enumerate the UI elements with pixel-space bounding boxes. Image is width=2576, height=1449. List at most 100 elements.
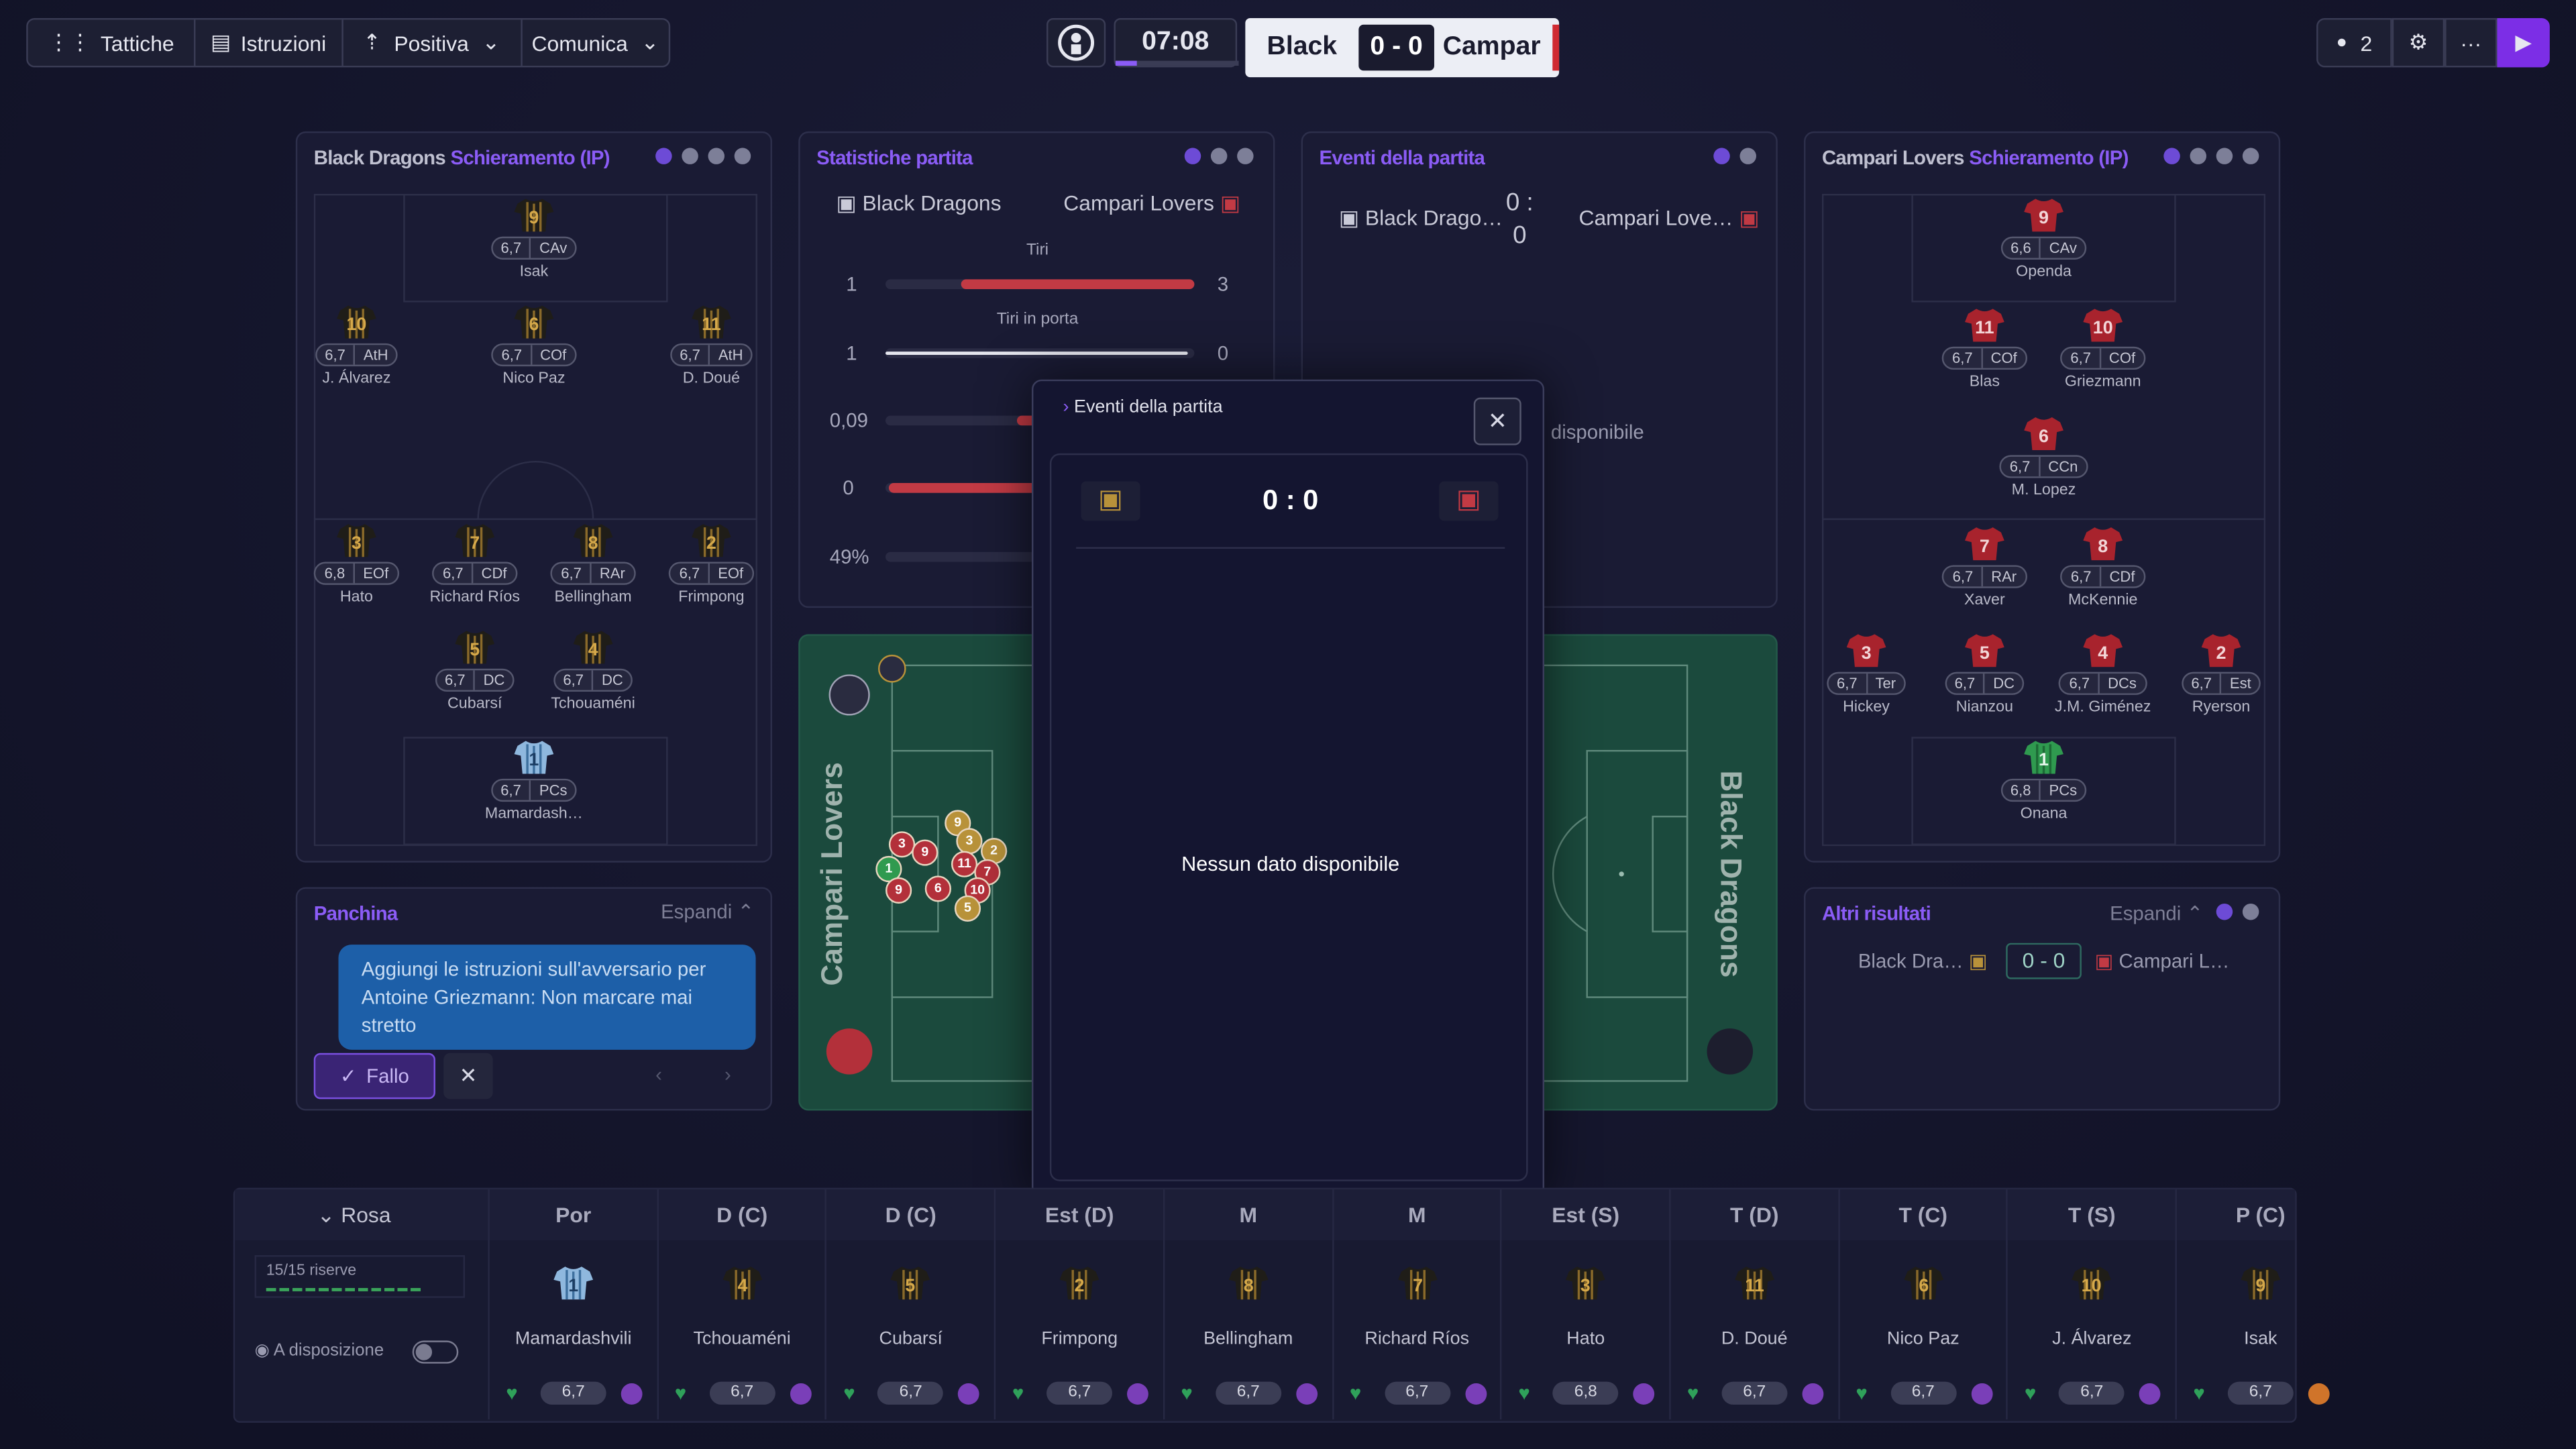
label: Espandi [2110,902,2182,925]
team-color [1552,24,1560,71]
player-marker: 9 [885,877,912,904]
label: Fallo [366,1064,409,1088]
events-dialog: › Eventi della partita ✕ ▣ 0 : 0 ▣ Nessu… [1031,379,1545,1199]
tactics-button[interactable]: ⋮⋮ Tattiche [28,19,196,66]
role: EOf [708,564,752,584]
player-marker: 6 [924,875,951,902]
shirt: 2 [692,524,731,557]
shirt-number: 7 [1980,536,1990,556]
rating: 6,7 [445,672,466,689]
dismiss-button[interactable]: ✕ [443,1053,493,1099]
rating-pill: 6,7 CDf [2061,565,2145,588]
status-icon [1127,1383,1149,1405]
other-results-panel: Altri risultati Espandi ⌃ Black Dra… ▣ 0… [1804,887,2281,1111]
team-name: Black Drago… [1364,205,1503,230]
communicate-dropdown[interactable]: Comunica ⌄ [522,19,669,66]
player-card: 8 6,7 CDf McKennie [2029,526,2177,610]
away-value: 0 [1217,341,1229,365]
scoreboard: Black 0 - 0 Campar [1245,17,1560,78]
availability-toggle[interactable]: ◉ A disposizione [254,1340,384,1360]
shirt-number: 11 [702,314,720,334]
rating-pill: 6,7 CCn [2000,455,2088,478]
position: Est (S) [1552,1202,1620,1228]
shirt-number: 11 [1745,1275,1764,1295]
role: PCs [2039,780,2086,800]
player-name: Nianzou [1955,698,2014,716]
panel-title: Black Dragons Schieramento (IP) [314,146,610,169]
shirt: 7 [1965,527,2004,561]
reserves-text: 15/15 riserve [266,1261,357,1280]
morale-icon: ♥ [2193,1381,2205,1405]
mentality-dropdown[interactable]: ⇡ Positiva ⌄ [343,19,523,66]
expand-button[interactable]: Espandi ⌃ [2110,902,2204,925]
rating: 6,6 [2010,239,2031,257]
role: DC [592,670,631,690]
more-button[interactable]: ··· [2445,17,2498,68]
viewers-count: 2 [2360,30,2373,56]
shirt: 4 [722,1267,762,1300]
role: EOf [353,564,397,584]
expand-button[interactable]: Espandi ⌃ [661,900,755,924]
rating-pill: 6,7 AtH [315,343,398,367]
home-value: 1 [846,341,857,365]
roster-column: Por 1 Mamardashvili ♥ 6,7 [488,1189,657,1419]
position: D (C) [716,1202,768,1228]
pager [1713,148,1756,164]
player-card: 3 6,8 EOf Hato [282,523,430,606]
instructions-button[interactable]: ▤ Istruzioni [196,19,343,66]
viewers-button[interactable]: ● 2 [2316,17,2392,68]
rating: 6,7 [2191,675,2212,692]
roster-column: D (C) 4 Tchouaméni ♥ 6,7 [656,1189,826,1419]
toggle[interactable] [412,1340,459,1364]
shirt: 3 [337,524,376,557]
stat-row: Tiri [800,241,1275,260]
shirt-number: 8 [1243,1275,1253,1295]
shirt: 10 [337,305,376,339]
player-card: 6 6,7 CCn M. Lopez [1970,416,2117,499]
accept-button[interactable]: ✓ Fallo [313,1053,435,1099]
title-suffix: Schieramento (IP) [450,146,610,170]
rating: 6,7 [1215,1381,1281,1405]
prev-button[interactable]: ‹ [655,1063,662,1086]
role: DCs [2098,674,2145,694]
position: T (C) [1898,1202,1948,1228]
rating-pill: 6,7 Est [2181,672,2261,695]
close-button[interactable]: ✕ [1473,397,1521,445]
player-card: 5 6,7 DC Nianzou [1911,633,2058,716]
player-name: Onana [2020,805,2068,823]
shirt-number: 3 [1862,643,1872,663]
score: 0 - 0 [1358,24,1434,71]
rating: 6,7 [709,1381,775,1405]
assistant-tip: Aggiungi le istruzioni sull'avversario p… [338,945,756,1050]
shirt: 3 [1566,1267,1606,1300]
player-card: 2 6,7 EOf Frimpong [637,523,785,606]
player-card: 8 6,7 RAr Bellingham [519,523,667,606]
rating: 6,7 [679,565,700,582]
next-button[interactable]: › [724,1063,731,1086]
play-button[interactable]: ▶ [2497,17,2550,68]
position: T (S) [2068,1202,2116,1228]
shirt-number: 7 [1412,1275,1422,1295]
shirt-holder: 5 [891,1265,931,1309]
shirt-holder: 8 [1228,1265,1269,1309]
away-value: 3 [1217,272,1229,296]
player-name: J.M. Giménez [2054,698,2151,716]
player-name: Mamardash… [484,805,583,823]
morale-icon: ♥ [1349,1381,1362,1405]
shirt: 11 [692,305,731,339]
shirt-number: 3 [1580,1275,1591,1295]
player-card: 9 6,7 CAv Isak [460,197,608,281]
team-name: Black Dragons [862,191,1002,215]
status-icon [2139,1383,2161,1405]
player-name: Frimpong [678,588,745,606]
settings-button[interactable]: ⚙ [2392,17,2445,68]
status-icon [1633,1383,1655,1405]
shirt-number: 2 [1075,1275,1085,1295]
rating: 6,8 [2010,782,2031,799]
home-logo: ▣ [1081,481,1140,521]
rating: 6,7 [500,239,522,257]
rating-pill: 6,7 RAr [551,561,635,585]
role: CCn [2038,456,2086,477]
team-name: Campari Love… [1578,205,1733,230]
